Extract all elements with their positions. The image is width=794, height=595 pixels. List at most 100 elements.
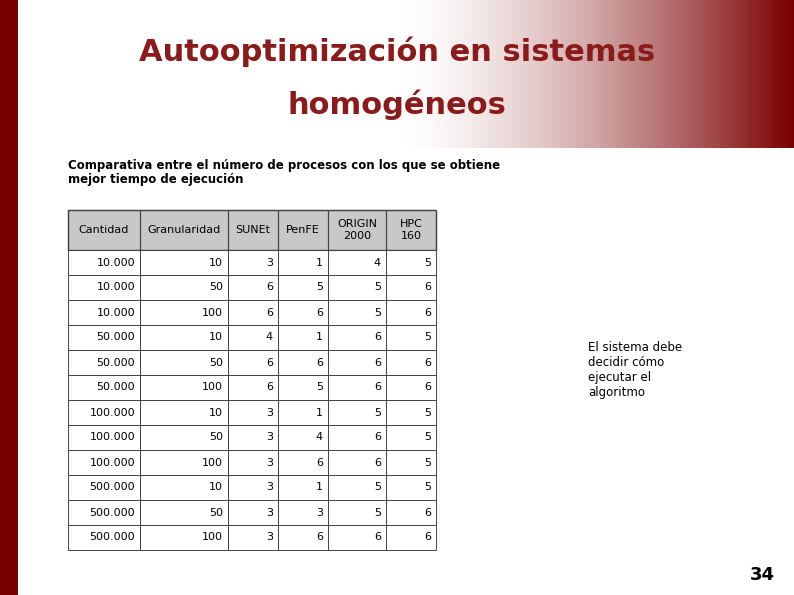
Bar [365,0,369,148]
Bar [500,0,504,148]
Bar [163,0,167,148]
Bar [386,500,436,525]
Bar [770,0,774,148]
Bar [278,325,328,350]
Text: 6: 6 [374,533,381,543]
Text: 6: 6 [424,508,431,518]
Bar [4,0,8,148]
Text: 3: 3 [316,508,323,518]
Text: 5: 5 [374,483,381,493]
Bar [504,0,508,148]
Bar [20,0,24,148]
Bar [68,500,140,525]
Text: 50: 50 [209,508,223,518]
Bar [361,0,365,148]
Bar [214,0,218,148]
Bar [298,0,302,148]
Bar [18,148,794,595]
Text: algoritmo: algoritmo [588,386,645,399]
Bar [635,0,639,148]
Bar [596,0,599,148]
Bar [250,0,254,148]
Text: 5: 5 [316,283,323,293]
Bar [385,0,389,148]
Bar [135,0,139,148]
Text: 34: 34 [750,566,774,584]
Bar [68,210,140,250]
Bar [91,0,95,148]
Bar [639,0,643,148]
Bar [274,0,278,148]
Bar [386,250,436,275]
Text: 3: 3 [266,508,273,518]
Text: Cantidad: Cantidad [79,225,129,235]
Bar [191,0,195,148]
Bar [520,0,524,148]
Bar [270,0,274,148]
Bar [179,0,183,148]
Bar [631,0,635,148]
Bar [322,0,326,148]
Bar [278,525,328,550]
Bar [140,300,228,325]
Bar [87,0,91,148]
Bar [202,0,206,148]
Text: 5: 5 [424,483,431,493]
Text: 5: 5 [374,408,381,418]
Bar [318,0,322,148]
Bar [326,0,330,148]
Bar [738,0,742,148]
Bar [409,0,413,148]
Bar [472,0,476,148]
Bar [140,525,228,550]
Bar [226,0,230,148]
Text: Autooptimización en sistemas: Autooptimización en sistemas [139,37,655,67]
Text: 6: 6 [424,283,431,293]
Text: 6: 6 [424,383,431,393]
Text: 10.000: 10.000 [96,283,135,293]
Text: 6: 6 [374,358,381,368]
Text: 100.000: 100.000 [90,458,135,468]
Text: 6: 6 [266,308,273,318]
Text: 6: 6 [374,383,381,393]
Bar [675,0,679,148]
Text: 50: 50 [209,358,223,368]
Bar [68,475,140,500]
Bar [393,0,397,148]
Bar [667,0,671,148]
Text: Granularidad: Granularidad [148,225,221,235]
Bar [615,0,619,148]
Bar [68,300,140,325]
Bar [8,0,12,148]
Bar [345,0,349,148]
Bar [328,475,386,500]
Bar [278,375,328,400]
Text: 3: 3 [266,258,273,268]
Bar [611,0,615,148]
Bar [0,0,18,595]
Text: El sistema debe: El sistema debe [588,341,682,354]
Bar [183,0,187,148]
Text: 100.000: 100.000 [90,408,135,418]
Bar [576,0,580,148]
Bar [449,0,453,148]
Bar [377,0,381,148]
Bar [159,0,163,148]
Bar [36,0,40,148]
Bar [228,275,278,300]
Bar [67,0,71,148]
Bar [228,375,278,400]
Bar [790,0,794,148]
Bar [262,0,266,148]
Text: 5: 5 [316,383,323,393]
Bar [48,0,52,148]
Bar [68,450,140,475]
Bar [131,0,135,148]
Bar [457,0,461,148]
Bar [381,0,385,148]
Bar [663,0,667,148]
Text: 5: 5 [424,333,431,343]
Text: 6: 6 [374,433,381,443]
Bar [314,0,318,148]
Bar [0,0,4,148]
